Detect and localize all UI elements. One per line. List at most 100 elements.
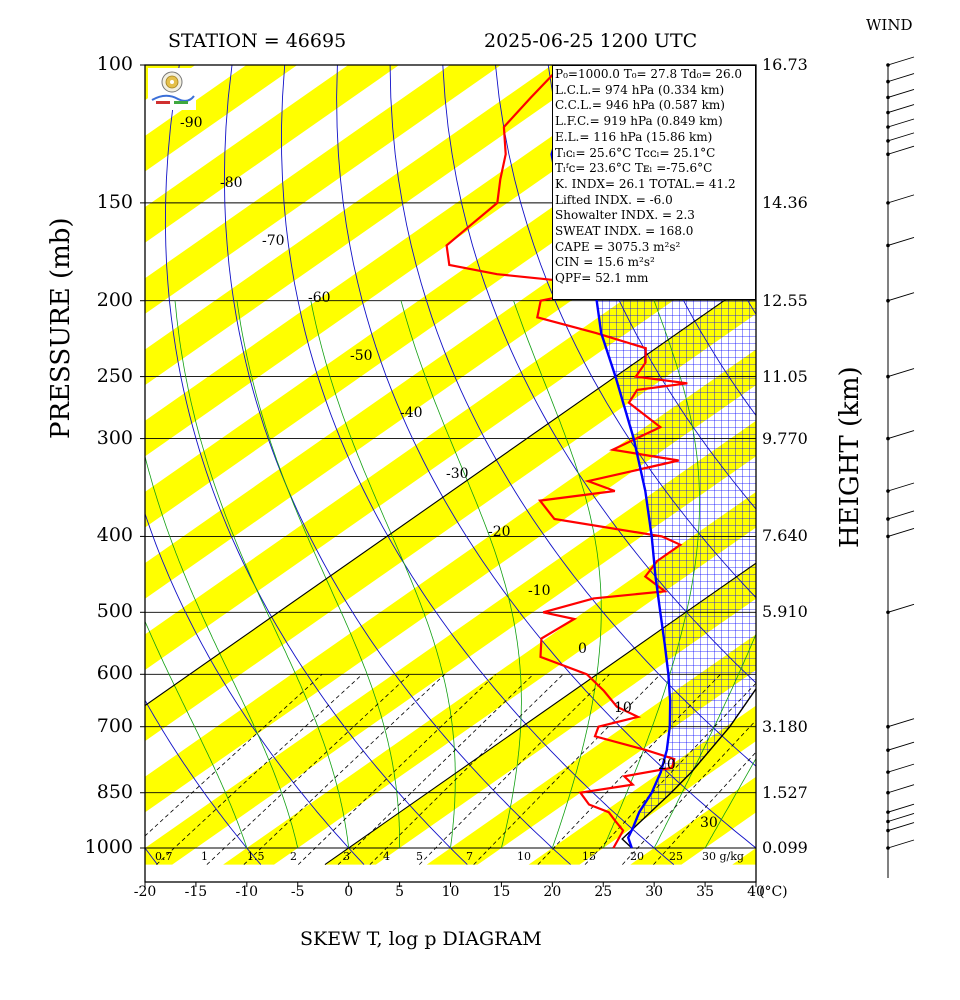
chart-caption: SKEW T, log p DIAGRAM <box>300 928 542 950</box>
isotherm-label: -60 <box>308 290 331 306</box>
mixing-ratio-line <box>297 674 497 865</box>
dry-adiabat <box>145 699 262 865</box>
agency-logo <box>148 68 196 110</box>
isotherm-band <box>936 65 960 865</box>
x-tick-label: 35 <box>696 884 714 900</box>
moist-adiabat <box>704 757 756 849</box>
mixing-ratio-line <box>156 674 363 865</box>
isotherm-band <box>223 491 756 865</box>
index-line: QPF= 52.1 mm <box>555 271 649 286</box>
height-tick-label: 9.770 <box>762 428 808 448</box>
wind-barb <box>887 145 915 155</box>
wind-barb <box>887 763 915 773</box>
height-tick-label: 11.05 <box>762 366 808 386</box>
pressure-tick-label: 100 <box>96 53 133 75</box>
dry-adiabat <box>223 65 571 865</box>
mixing-ratio-label: 25 <box>669 850 683 863</box>
wind-barb <box>887 718 915 728</box>
dry-adiabat <box>865 65 960 865</box>
wind-barb <box>887 292 915 302</box>
isotherm-label: -70 <box>262 233 285 249</box>
dry-adiabat <box>145 847 158 865</box>
height-tick-label: 1.527 <box>762 782 808 802</box>
mixing-ratio-line <box>537 674 721 865</box>
isotherm-band <box>145 207 756 670</box>
x-tick-label: 25 <box>594 884 613 900</box>
mixing-ratio-label: 5 <box>416 850 423 863</box>
moist-adiabat <box>602 300 701 849</box>
dry-adiabat <box>0 65 54 865</box>
index-line: L.C.L.= 974 hPa (0.334 km) <box>555 82 725 97</box>
index-line: SWEAT INDX. = 168.0 <box>555 224 694 239</box>
mixing-ratio-label: 1 <box>201 850 208 863</box>
x-tick-label: 30 <box>645 884 664 900</box>
mixing-ratio-label: 15 <box>582 850 596 863</box>
mixing-ratio-line <box>419 674 610 865</box>
index-line: L.F.C.= 919 hPa (0.849 km) <box>555 114 723 129</box>
mixing-ratio-label: 10 <box>517 850 531 863</box>
x-tick-label: -15 <box>184 884 208 900</box>
x-axis-unit: (°C) <box>759 884 788 900</box>
mixing-ratio-label: 30 g/kg <box>702 850 744 863</box>
wind-barb <box>887 603 915 613</box>
index-line: E.L.= 116 hPa (15.86 km) <box>555 129 713 144</box>
pressure-tick-label: 250 <box>96 364 133 387</box>
mixing-ratio-label: 1.5 <box>247 850 265 863</box>
height-tick-label: 0.099 <box>762 838 808 857</box>
mixing-ratio-line <box>243 674 446 865</box>
mixing-ratio-label: 2 <box>290 850 297 863</box>
isotherm-band <box>732 848 756 865</box>
pressure-tick-label: 150 <box>96 190 133 213</box>
wind-barb <box>887 482 915 492</box>
height-tick-label: 3.180 <box>762 716 808 736</box>
parcel-path-line <box>621 114 756 849</box>
isotherm-band <box>145 349 756 813</box>
moist-adiabat <box>236 300 400 848</box>
pressure-tick-label: 850 <box>96 780 133 803</box>
isotherm-label: -30 <box>446 466 469 482</box>
mixing-ratio-line <box>473 674 661 865</box>
wind-barb <box>887 73 915 83</box>
height-tick-label: 5.910 <box>762 602 808 622</box>
height-tick-label: 16.73 <box>762 55 808 74</box>
isotherm-band-layer <box>145 65 960 865</box>
mixing-ratio-label: 4 <box>383 850 390 863</box>
mixing-ratio-label: 0.7 <box>155 850 173 863</box>
moist-adiabat <box>310 300 456 849</box>
wind-barb <box>887 88 915 98</box>
station-label: STATION = 46695 <box>168 30 347 52</box>
wind-barb <box>887 194 915 204</box>
isotherm-band <box>145 420 756 865</box>
isotherm-band <box>145 65 400 243</box>
x-tick-label: 10 <box>441 884 460 900</box>
wind-barb <box>887 237 915 246</box>
dry-adiabat <box>600 65 756 417</box>
wind-barb <box>887 368 915 378</box>
isotherm-band <box>145 65 705 457</box>
reference-isotherm <box>324 562 756 866</box>
isotherm-label: 10 <box>614 700 632 716</box>
moist-adiabat <box>174 300 350 849</box>
isotherm-label: -20 <box>488 524 511 540</box>
mixing-ratio-line <box>206 674 411 865</box>
moist-adiabat <box>145 620 248 849</box>
dry-adiabat <box>547 65 756 510</box>
dry-adiabat <box>164 65 468 865</box>
wind-barb <box>887 104 915 113</box>
wind-barb <box>887 430 915 440</box>
isotherm-label: -90 <box>180 115 203 131</box>
x-tick-label: 0 <box>344 884 354 900</box>
wind-barb <box>887 803 915 813</box>
logo-emblem-icon <box>151 71 195 104</box>
index-line: P₀=1000.0 T₀= 27.8 Td₀= 26.0 <box>555 67 743 81</box>
isotherm-band <box>145 65 298 172</box>
height-tick-label: 12.55 <box>762 290 808 310</box>
wind-title: WIND <box>866 16 913 34</box>
height-tick-label: 14.36 <box>762 192 808 212</box>
x-tick-label: 15 <box>492 884 511 900</box>
index-line: C.C.L.= 946 hPa (0.587 km) <box>555 98 725 113</box>
dry-adiabat <box>389 65 756 767</box>
isotherm-label: -40 <box>400 405 423 421</box>
